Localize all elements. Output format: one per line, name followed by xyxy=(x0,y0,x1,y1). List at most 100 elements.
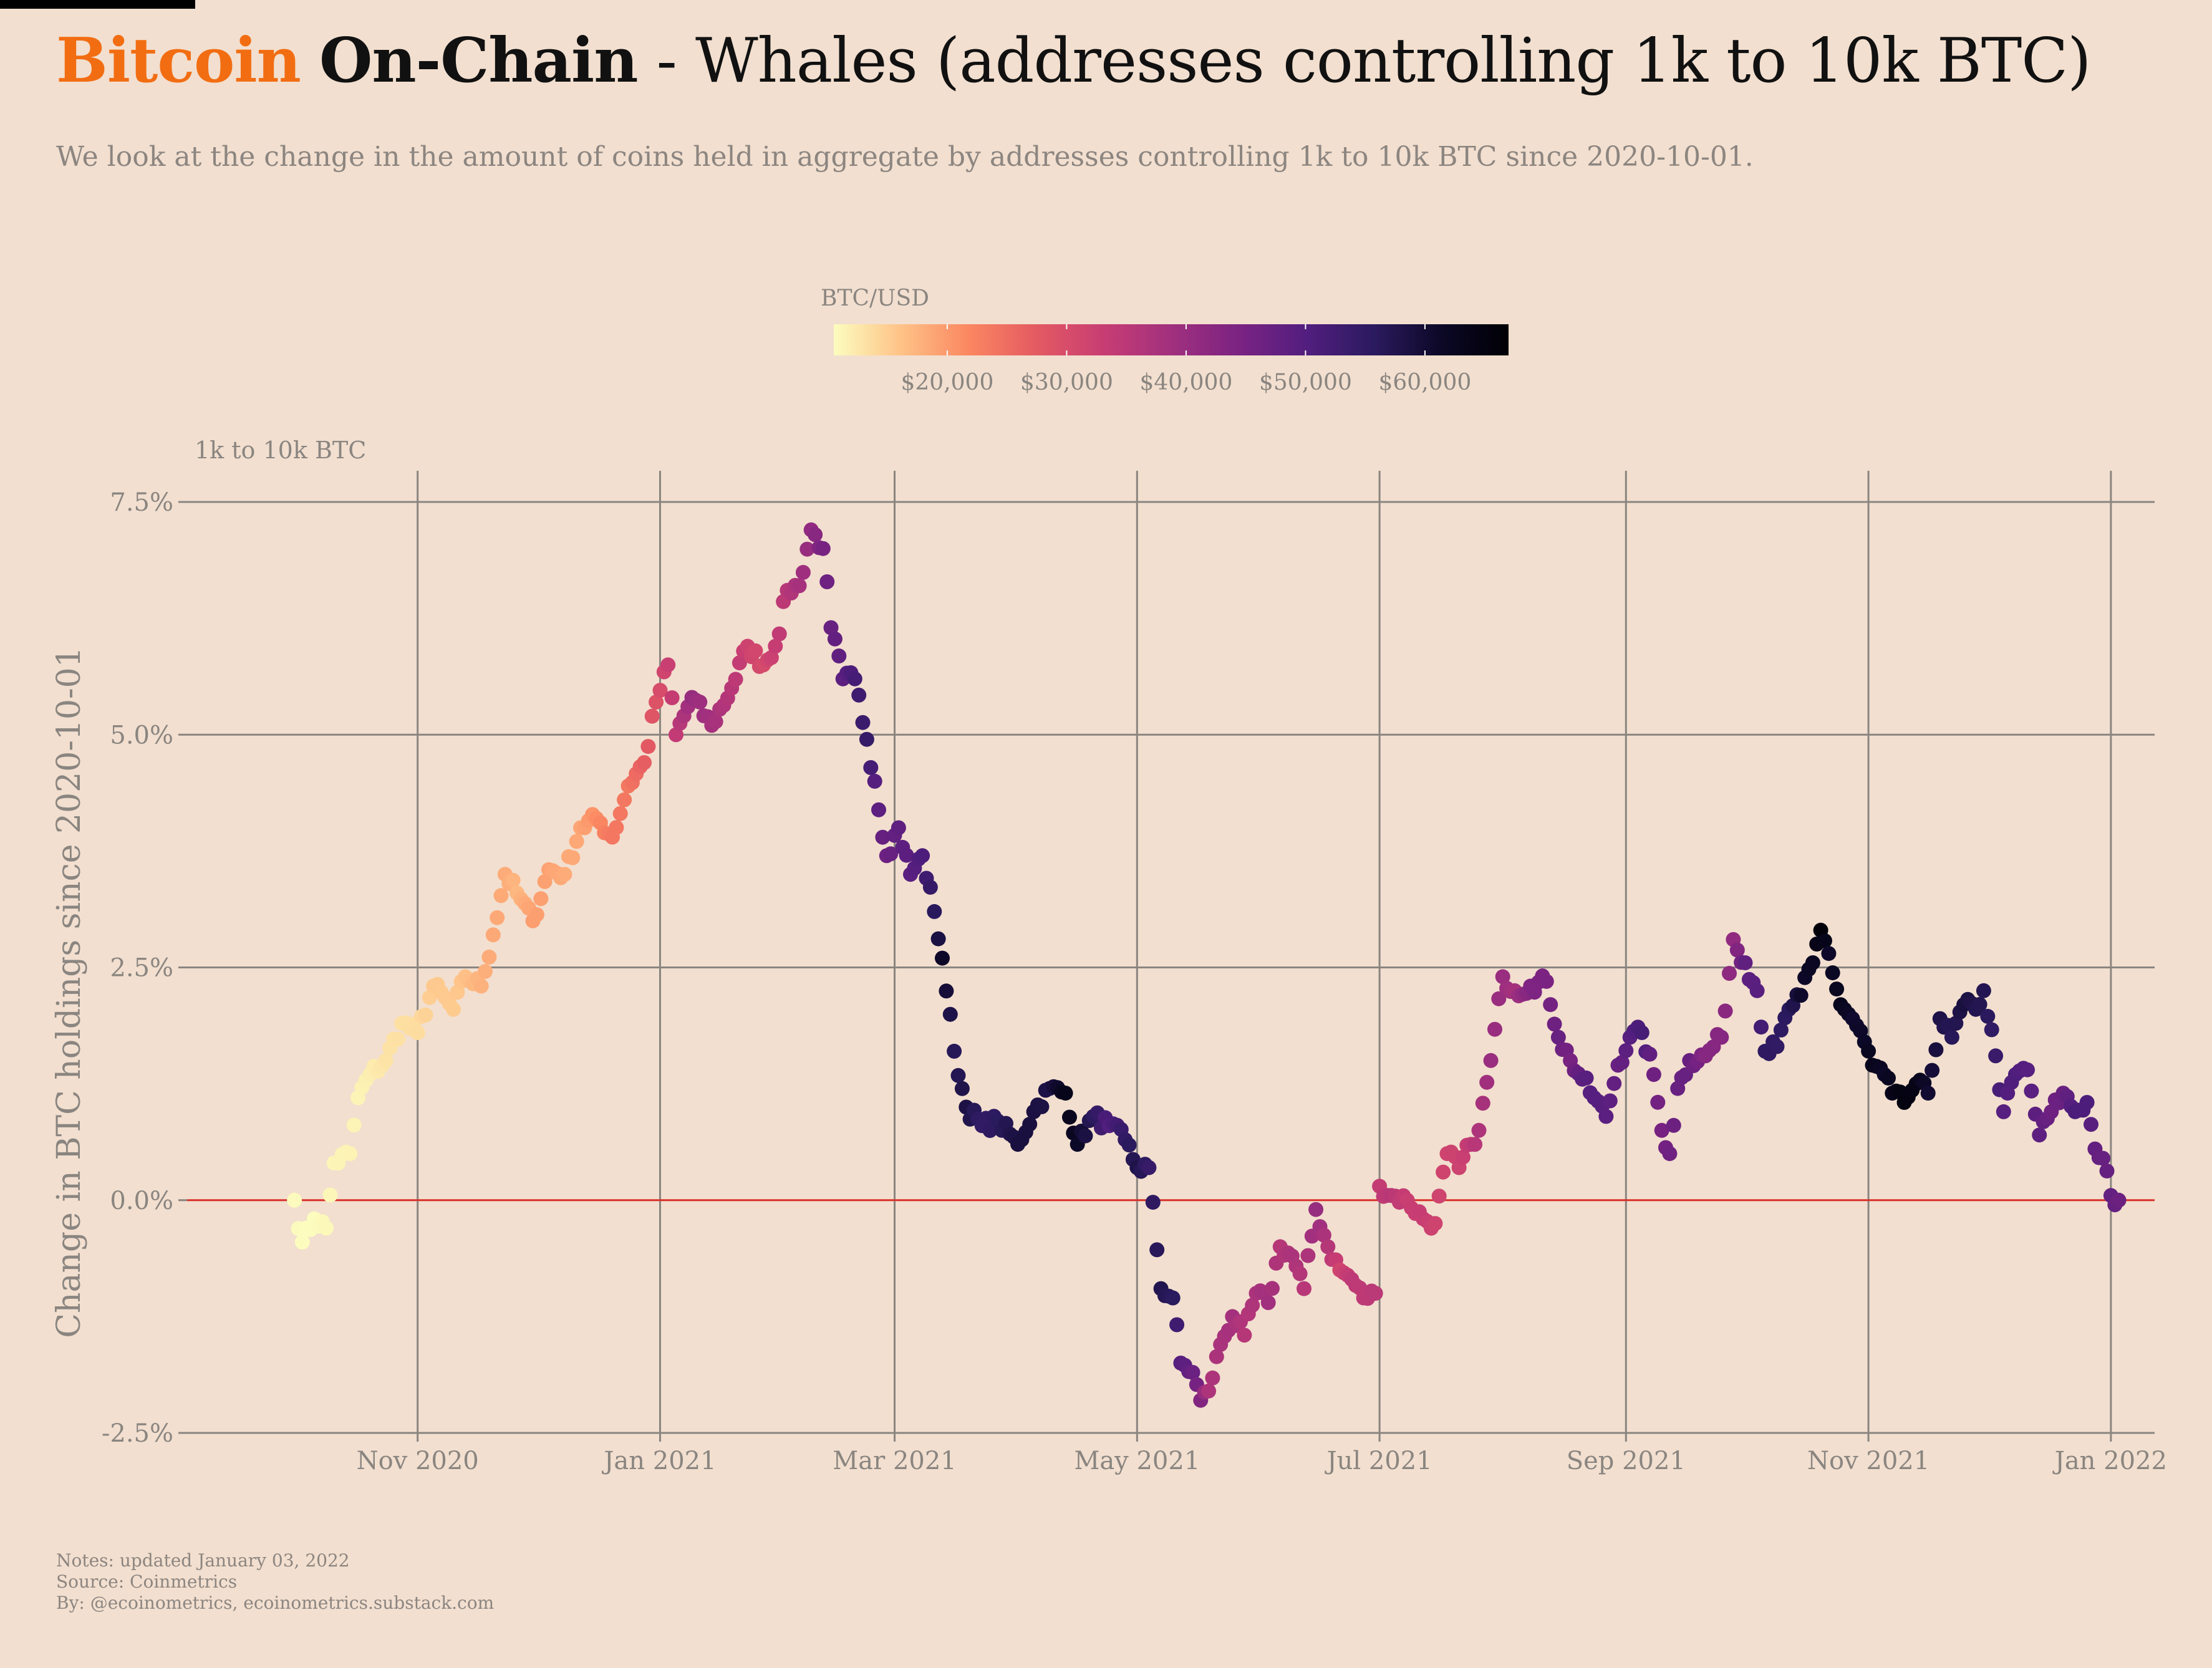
top-accent-bar xyxy=(0,0,195,9)
data-point xyxy=(859,731,874,747)
data-point xyxy=(2084,1117,2099,1132)
data-point xyxy=(609,820,624,836)
data-point xyxy=(322,1187,338,1203)
data-point xyxy=(1436,1164,1451,1180)
data-point xyxy=(1598,1109,1614,1124)
data-point xyxy=(1948,1016,1964,1031)
data-point xyxy=(1300,1248,1316,1263)
data-point xyxy=(1316,1227,1331,1243)
data-point xyxy=(1984,1022,1999,1038)
y-axis-ticks: -2.5% 0.0% 2.5% 5.0% 7.5% xyxy=(102,488,187,1448)
data-point xyxy=(1861,1043,1876,1059)
data-point xyxy=(1185,1365,1200,1380)
data-point xyxy=(791,578,807,594)
data-point xyxy=(1237,1328,1252,1343)
data-point xyxy=(1717,1003,1733,1019)
data-point xyxy=(537,874,553,889)
data-point xyxy=(1121,1137,1137,1153)
data-point xyxy=(1538,973,1554,989)
data-point xyxy=(947,1043,962,1059)
data-point xyxy=(1769,1039,1785,1054)
data-point xyxy=(1149,1242,1165,1258)
data-point xyxy=(342,1146,358,1162)
data-point xyxy=(815,541,831,556)
data-point xyxy=(422,990,437,1005)
data-point xyxy=(915,848,930,864)
data-point xyxy=(493,888,509,904)
data-point xyxy=(1062,1109,1077,1125)
notes-source: Source: Coinmetrics xyxy=(56,1571,238,1592)
data-point xyxy=(1245,1298,1260,1313)
color-legend: BTC/USD $20,000 $30,000 $40,000 $50,000 $60,… xyxy=(821,286,1509,395)
notes-author: By: @ecoinometrics, ecoinometrics.substa… xyxy=(56,1593,495,1613)
data-point xyxy=(1495,969,1510,985)
data-point xyxy=(1618,1043,1634,1058)
x-tick-label: Jul 2021 xyxy=(1325,1447,1432,1475)
data-point xyxy=(1467,1137,1483,1152)
data-point xyxy=(819,574,835,589)
data-point xyxy=(1479,1074,1495,1090)
data-point xyxy=(1034,1099,1050,1114)
data-point xyxy=(1431,1188,1447,1204)
x-tick-label: May 2021 xyxy=(1074,1447,1200,1475)
data-point xyxy=(930,931,946,947)
title-section: On-Chain xyxy=(319,25,639,97)
chart-notes: Notes: updated January 03, 2022 Source: … xyxy=(56,1550,494,1614)
data-point xyxy=(1606,1076,1622,1091)
data-point xyxy=(529,907,544,922)
data-point xyxy=(1988,1048,2004,1064)
data-point xyxy=(294,1234,310,1250)
data-point xyxy=(950,1068,966,1083)
data-point xyxy=(1265,1281,1280,1296)
data-point xyxy=(1928,1042,1944,1058)
data-point xyxy=(557,867,572,882)
data-point xyxy=(481,949,497,965)
data-point xyxy=(1022,1116,1038,1132)
data-point xyxy=(692,694,708,710)
data-point xyxy=(899,847,914,863)
data-point xyxy=(1881,1070,1896,1086)
data-point xyxy=(637,755,652,770)
data-point xyxy=(1614,1054,1630,1070)
data-point xyxy=(1308,1202,1324,1217)
y-unit-label: 1k to 10k BTC xyxy=(195,436,366,464)
data-point xyxy=(2024,1083,2039,1099)
data-point xyxy=(533,891,549,907)
data-point xyxy=(1292,1266,1308,1281)
data-point xyxy=(1793,988,1809,1003)
data-point xyxy=(1976,983,1991,998)
data-point xyxy=(390,1031,405,1047)
data-point xyxy=(1483,1053,1499,1068)
data-point xyxy=(1821,946,1837,962)
data-point xyxy=(1209,1349,1224,1364)
y-tick-label: 5.0% xyxy=(110,721,173,750)
data-point xyxy=(1650,1094,1666,1110)
data-point xyxy=(490,910,505,925)
data-point xyxy=(863,760,879,775)
data-point xyxy=(1320,1239,1336,1255)
data-point xyxy=(2111,1192,2127,1208)
data-point xyxy=(1654,1122,1669,1138)
data-point xyxy=(418,1007,433,1023)
data-point xyxy=(1944,1029,1959,1045)
data-point xyxy=(1722,966,1737,981)
data-point xyxy=(669,727,683,743)
legend-tick-label: $30,000 xyxy=(1020,370,1113,395)
data-point xyxy=(1714,1029,1729,1045)
x-tick-label: Nov 2021 xyxy=(1807,1447,1929,1475)
data-point xyxy=(617,792,632,807)
data-point xyxy=(847,671,862,687)
title-rest: - Whales (addresses controlling 1k to 10… xyxy=(637,26,2092,97)
legend-tick-label: $20,000 xyxy=(901,370,993,395)
data-point xyxy=(2032,1127,2047,1143)
data-point xyxy=(473,978,489,994)
data-point xyxy=(1737,955,1753,970)
data-point xyxy=(2099,1163,2115,1179)
data-point xyxy=(1145,1195,1161,1210)
data-point xyxy=(1471,1122,1487,1138)
data-point xyxy=(1602,1093,1618,1109)
data-point xyxy=(891,820,906,836)
data-point xyxy=(935,950,950,966)
data-point xyxy=(1487,1021,1502,1037)
